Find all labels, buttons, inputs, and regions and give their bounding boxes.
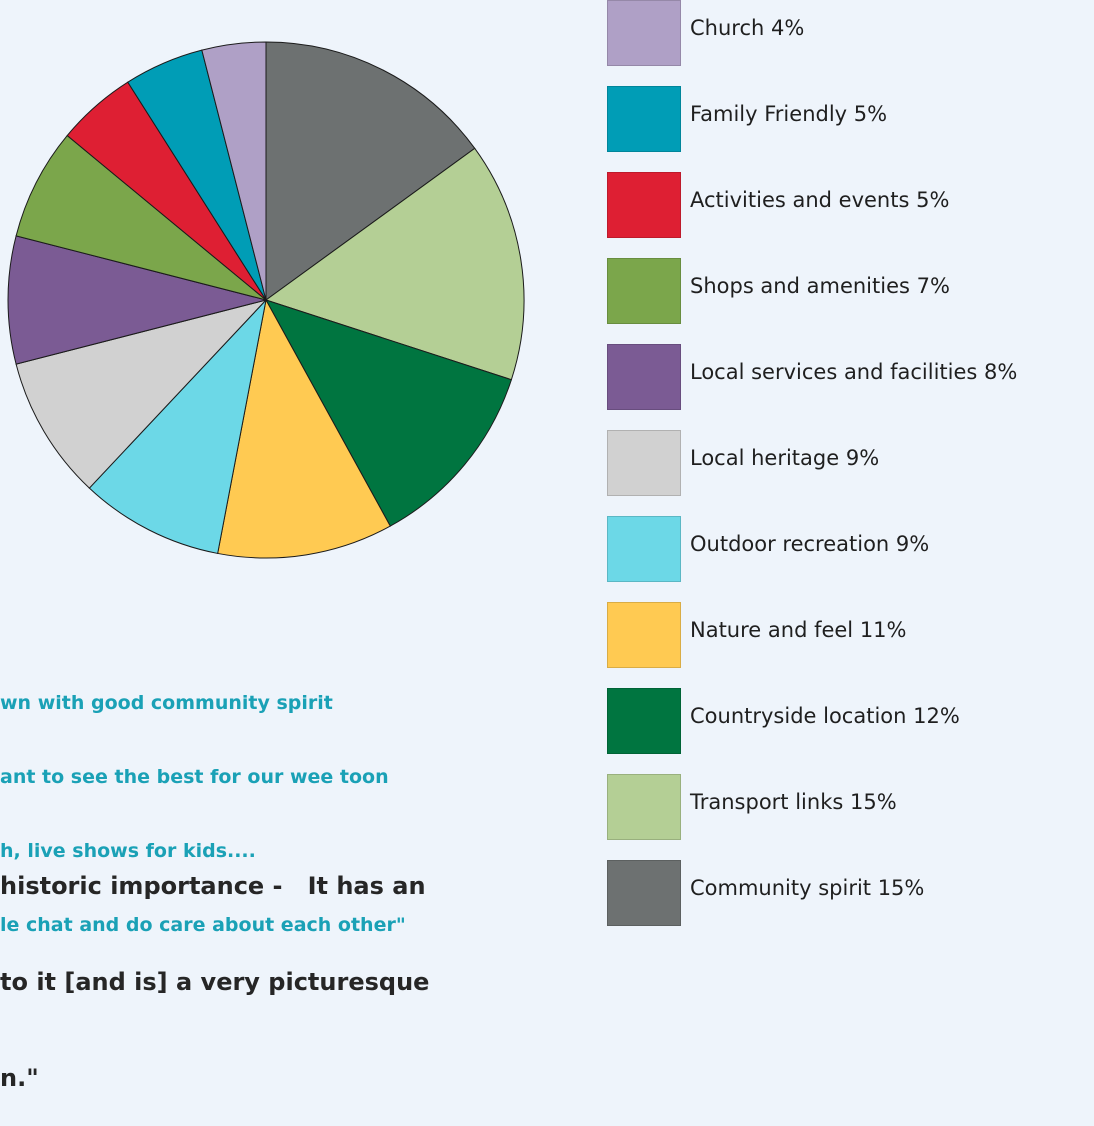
quote-line: historic importance - It has an [0, 872, 426, 900]
legend-label-activities-and-events: Activities and events 5% [690, 188, 950, 212]
legend-item-local-heritage: Local heritage 9% [607, 430, 1094, 496]
legend-swatch-nature-and-feel [607, 602, 681, 668]
pie-slice-nature-and-feel [217, 298, 391, 559]
quote-line: wn with good community spirit [0, 692, 333, 715]
pie-chart [7, 41, 525, 559]
legend-label-nature-and-feel: Nature and feel 11% [690, 618, 907, 642]
pie-slice-countryside-location [264, 299, 513, 527]
legend-swatch-local-heritage [607, 430, 681, 496]
legend-item-outdoor-recreation: Outdoor recreation 9% [607, 516, 1094, 582]
legend-item-local-services: Local services and facilities 8% [607, 344, 1094, 410]
legend-label-transport-links: Transport links 15% [690, 790, 897, 814]
legend-swatch-outdoor-recreation [607, 516, 681, 582]
legend-item-nature-and-feel: Nature and feel 11% [607, 602, 1094, 668]
pie-slice-shops-and-amenities [15, 134, 267, 301]
legend-item-activities-and-events: Activities and events 5% [607, 172, 1094, 238]
quote-line: n." [0, 1064, 39, 1092]
pie-slice-local-services-and-facilities [7, 235, 267, 365]
legend-swatch-community-spirit [607, 860, 681, 926]
legend-item-transport-links: Transport links 15% [607, 774, 1094, 840]
legend-swatch-activities-and-events [607, 172, 681, 238]
legend-item-family-friendly: Family Friendly 5% [607, 86, 1094, 152]
legend-label-outdoor-recreation: Outdoor recreation 9% [690, 532, 930, 556]
legend-swatch-local-services [607, 344, 681, 410]
pie-slice-local-heritage [15, 299, 268, 489]
quote-line: h, live shows for kids.... [0, 839, 256, 862]
legend-item-church: Church 4% [607, 0, 1094, 66]
legend-label-countryside-location: Countryside location 12% [690, 704, 960, 728]
pie-slice-outdoor-recreation [88, 298, 267, 555]
legend-label-community-spirit: Community spirit 15% [690, 876, 925, 900]
pie-slice-church [201, 41, 267, 301]
legend-swatch-transport-links [607, 774, 681, 840]
pie-slice-transport-links [264, 147, 525, 381]
legend-swatch-family-friendly [607, 86, 681, 152]
quote-historic-importance: historic importance - It has an to it [a… [0, 806, 429, 1126]
quote-line: le chat and do care about each other" [0, 913, 406, 936]
legend-swatch-church [607, 0, 681, 66]
legend-label-local-heritage: Local heritage 9% [690, 446, 880, 470]
quote-line: to it [and is] a very picturesque [0, 968, 430, 996]
legend-item-community-spirit: Community spirit 15% [607, 860, 1094, 926]
legend-label-family-friendly: Family Friendly 5% [690, 102, 888, 126]
quote-line: ant to see the best for our wee toon [0, 765, 389, 788]
pie-slice-community-spirit [265, 41, 476, 301]
quote-community-spirit: wn with good community spirit ant to see… [0, 642, 406, 962]
legend-label-shops-and-amenities: Shops and amenities 7% [690, 274, 950, 298]
legend-label-local-services: Local services and facilities 8% [690, 360, 1018, 384]
legend-item-shops-and-amenities: Shops and amenities 7% [607, 258, 1094, 324]
legend-swatch-countryside-location [607, 688, 681, 754]
legend-label-church: Church 4% [690, 16, 805, 40]
legend-swatch-shops-and-amenities [607, 258, 681, 324]
legend-item-countryside-location: Countryside location 12% [607, 688, 1094, 754]
